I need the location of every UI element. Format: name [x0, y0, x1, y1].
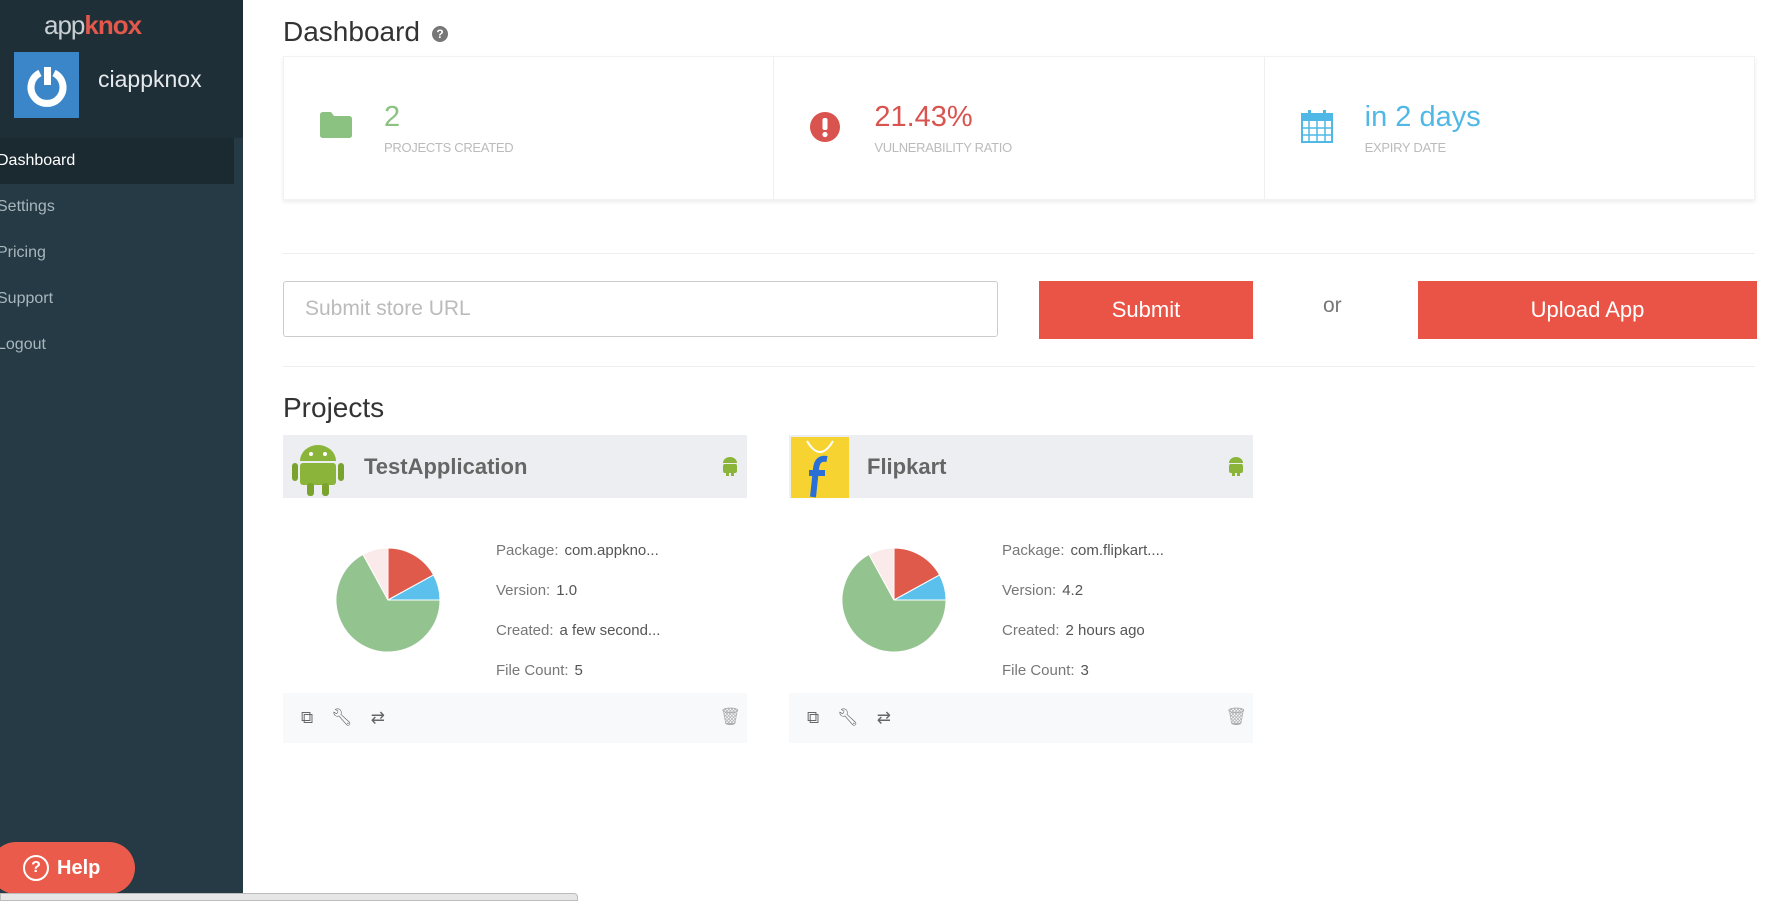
stat-value: in 2 days	[1364, 101, 1481, 133]
package-label: Package:	[1002, 542, 1065, 559]
file-count-label: File Count:	[1002, 662, 1075, 679]
created-label: Created:	[496, 622, 554, 639]
logo-text-light: app	[44, 10, 85, 40]
page-title: Dashboard?	[283, 16, 448, 48]
version-value: 4.2	[1062, 582, 1084, 599]
store-url-input[interactable]	[283, 281, 998, 337]
pie-slice-high[interactable]	[387, 547, 435, 601]
submit-button[interactable]: Submit	[1039, 281, 1253, 339]
android-platform-icon	[723, 457, 737, 476]
pie-slice-other[interactable]	[362, 547, 389, 601]
browser-status-bar	[0, 893, 578, 901]
copy-icon[interactable]: ⧉	[807, 708, 820, 727]
vulnerability-pie-chart	[841, 547, 947, 653]
sidebar-header: appknox ciappknox	[0, 0, 243, 138]
wrench-icon[interactable]: 🔧︎	[837, 708, 859, 727]
help-label: Help	[57, 856, 101, 879]
help-button[interactable]: ? Help	[0, 842, 135, 894]
divider	[283, 366, 1755, 367]
pie-slice-other[interactable]	[868, 547, 895, 601]
stat-projects-created: 2 PROJECTS CREATED	[284, 57, 775, 199]
sidebar-item-pricing[interactable]: Pricing	[0, 244, 46, 261]
folder-icon	[320, 112, 352, 138]
stat-value: 2	[384, 101, 401, 133]
stat-label: EXPIRY DATE	[1364, 140, 1447, 155]
created-label: Created:	[1002, 622, 1060, 639]
projects-title: Projects	[283, 392, 385, 423]
project-details: Package: com.appkno... Version: 1.0 Create…	[496, 542, 660, 702]
stat-expiry-date: in 2 days EXPIRY DATE	[1265, 57, 1754, 199]
pie-slice-high[interactable]	[893, 547, 941, 601]
sidebar-item-logout[interactable]: Logout	[0, 336, 46, 353]
project-details: Package: com.flipkart.... Version: 4.2 Cre…	[1002, 542, 1164, 702]
project-card-header[interactable]: Flipkart	[789, 435, 1253, 498]
android-app-icon	[292, 444, 344, 496]
project-name: TestApplication	[364, 453, 528, 479]
project-card-actions: ⧉ 🔧︎ ⇄ 🗑︎	[789, 693, 1253, 743]
sidebar-item-dashboard[interactable]: Dashboard	[0, 138, 234, 184]
upload-app-button[interactable]: Upload App	[1418, 281, 1757, 339]
compare-arrows-icon[interactable]: ⇄	[876, 708, 891, 727]
android-platform-icon	[1229, 457, 1243, 476]
package-value: com.flipkart....	[1070, 542, 1164, 559]
exclamation-circle-icon	[810, 112, 841, 142]
wrench-icon[interactable]: 🔧︎	[331, 708, 353, 727]
trash-icon[interactable]: 🗑︎	[1225, 707, 1247, 726]
pie-slice-low[interactable]	[841, 553, 947, 653]
compare-arrows-icon[interactable]: ⇄	[370, 708, 385, 727]
version-label: Version:	[1002, 582, 1057, 599]
logo-text-bold: knox	[84, 10, 142, 40]
project-name: Flipkart	[867, 453, 947, 479]
created-value: a few second...	[559, 622, 661, 639]
version-label: Version:	[496, 582, 551, 599]
file-count-value: 3	[1080, 662, 1089, 679]
project-card-actions: ⧉ 🔧︎ ⇄ 🗑︎	[283, 693, 747, 743]
copy-icon[interactable]: ⧉	[301, 708, 314, 727]
sidebar-item-settings[interactable]: Settings	[0, 198, 55, 215]
trash-icon[interactable]: 🗑︎	[719, 707, 741, 726]
stat-label: PROJECTS CREATED	[384, 140, 514, 155]
stat-label: VULNERABILITY RATIO	[874, 140, 1012, 155]
package-label: Package:	[496, 542, 559, 559]
question-circle-icon[interactable]: ?	[431, 25, 448, 42]
file-count-value: 5	[574, 662, 583, 679]
calendar-icon	[1300, 110, 1333, 143]
avatar	[14, 52, 79, 118]
divider	[283, 253, 1755, 254]
vulnerability-pie-chart	[335, 547, 441, 653]
flipkart-app-icon	[791, 437, 849, 498]
sidebar-nav: Dashboard Settings Pricing Support Logou…	[0, 138, 243, 368]
package-value: com.appkno...	[564, 542, 659, 559]
question-icon: ?	[23, 855, 49, 881]
version-value: 1.0	[556, 582, 578, 599]
or-label: or	[1323, 294, 1342, 317]
sidebar: appknox ciappknox Dashboard Settings Pri…	[0, 0, 243, 893]
stats-panel: 2 PROJECTS CREATED 21.43% VULNERABILITY …	[283, 56, 1755, 200]
appknox-logo[interactable]: appknox	[44, 10, 142, 41]
project-card[interactable]: Flipkart Package: com.flipkart.... Versio…	[789, 435, 1253, 743]
stat-vulnerability-ratio: 21.43% VULNERABILITY RATIO	[774, 57, 1265, 199]
stat-value: 21.43%	[874, 101, 973, 133]
pie-slice-low[interactable]	[335, 553, 441, 653]
page-title-text: Dashboard	[283, 16, 420, 47]
created-value: 2 hours ago	[1065, 622, 1145, 639]
project-card-header[interactable]: TestApplication	[283, 435, 747, 498]
file-count-label: File Count:	[496, 662, 569, 679]
project-card[interactable]: TestApplication Package: com.appkno... Ve…	[283, 435, 747, 743]
username: ciappknox	[98, 66, 202, 92]
sidebar-item-support[interactable]: Support	[0, 290, 54, 307]
power-icon	[27, 67, 66, 107]
